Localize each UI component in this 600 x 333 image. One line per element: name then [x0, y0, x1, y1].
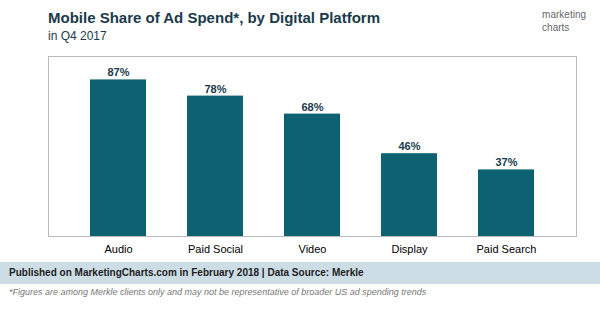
svg-text:Paid Social: Paid Social: [188, 243, 243, 255]
html-text:Published on MarketingCharts.c: Published on MarketingCharts.com in Febr…: [9, 267, 364, 278]
svg-text:68%: 68%: [301, 101, 323, 113]
svg-text:37%: 37%: [495, 156, 517, 168]
svg-text:Video: Video: [299, 243, 327, 255]
svg-text:87%: 87%: [107, 66, 129, 78]
html-text:marketing: marketing: [542, 9, 586, 20]
svg-text:78%: 78%: [204, 83, 226, 95]
html-text:in Q4 2017: in Q4 2017: [48, 29, 107, 43]
html-text:charts: charts: [542, 22, 570, 33]
html-text:Mobile Share of Ad Spend*, by: Mobile Share of Ad Spend*, by Digital Pl…: [48, 9, 380, 26]
svg-text:Paid Search: Paid Search: [477, 243, 537, 255]
svg-text:46%: 46%: [398, 140, 420, 152]
html-text:*Figures are among Merkle clie: *Figures are among Merkle clients only a…: [9, 287, 427, 297]
svg-text:Audio: Audio: [104, 243, 132, 255]
svg-text:Display: Display: [391, 243, 428, 255]
